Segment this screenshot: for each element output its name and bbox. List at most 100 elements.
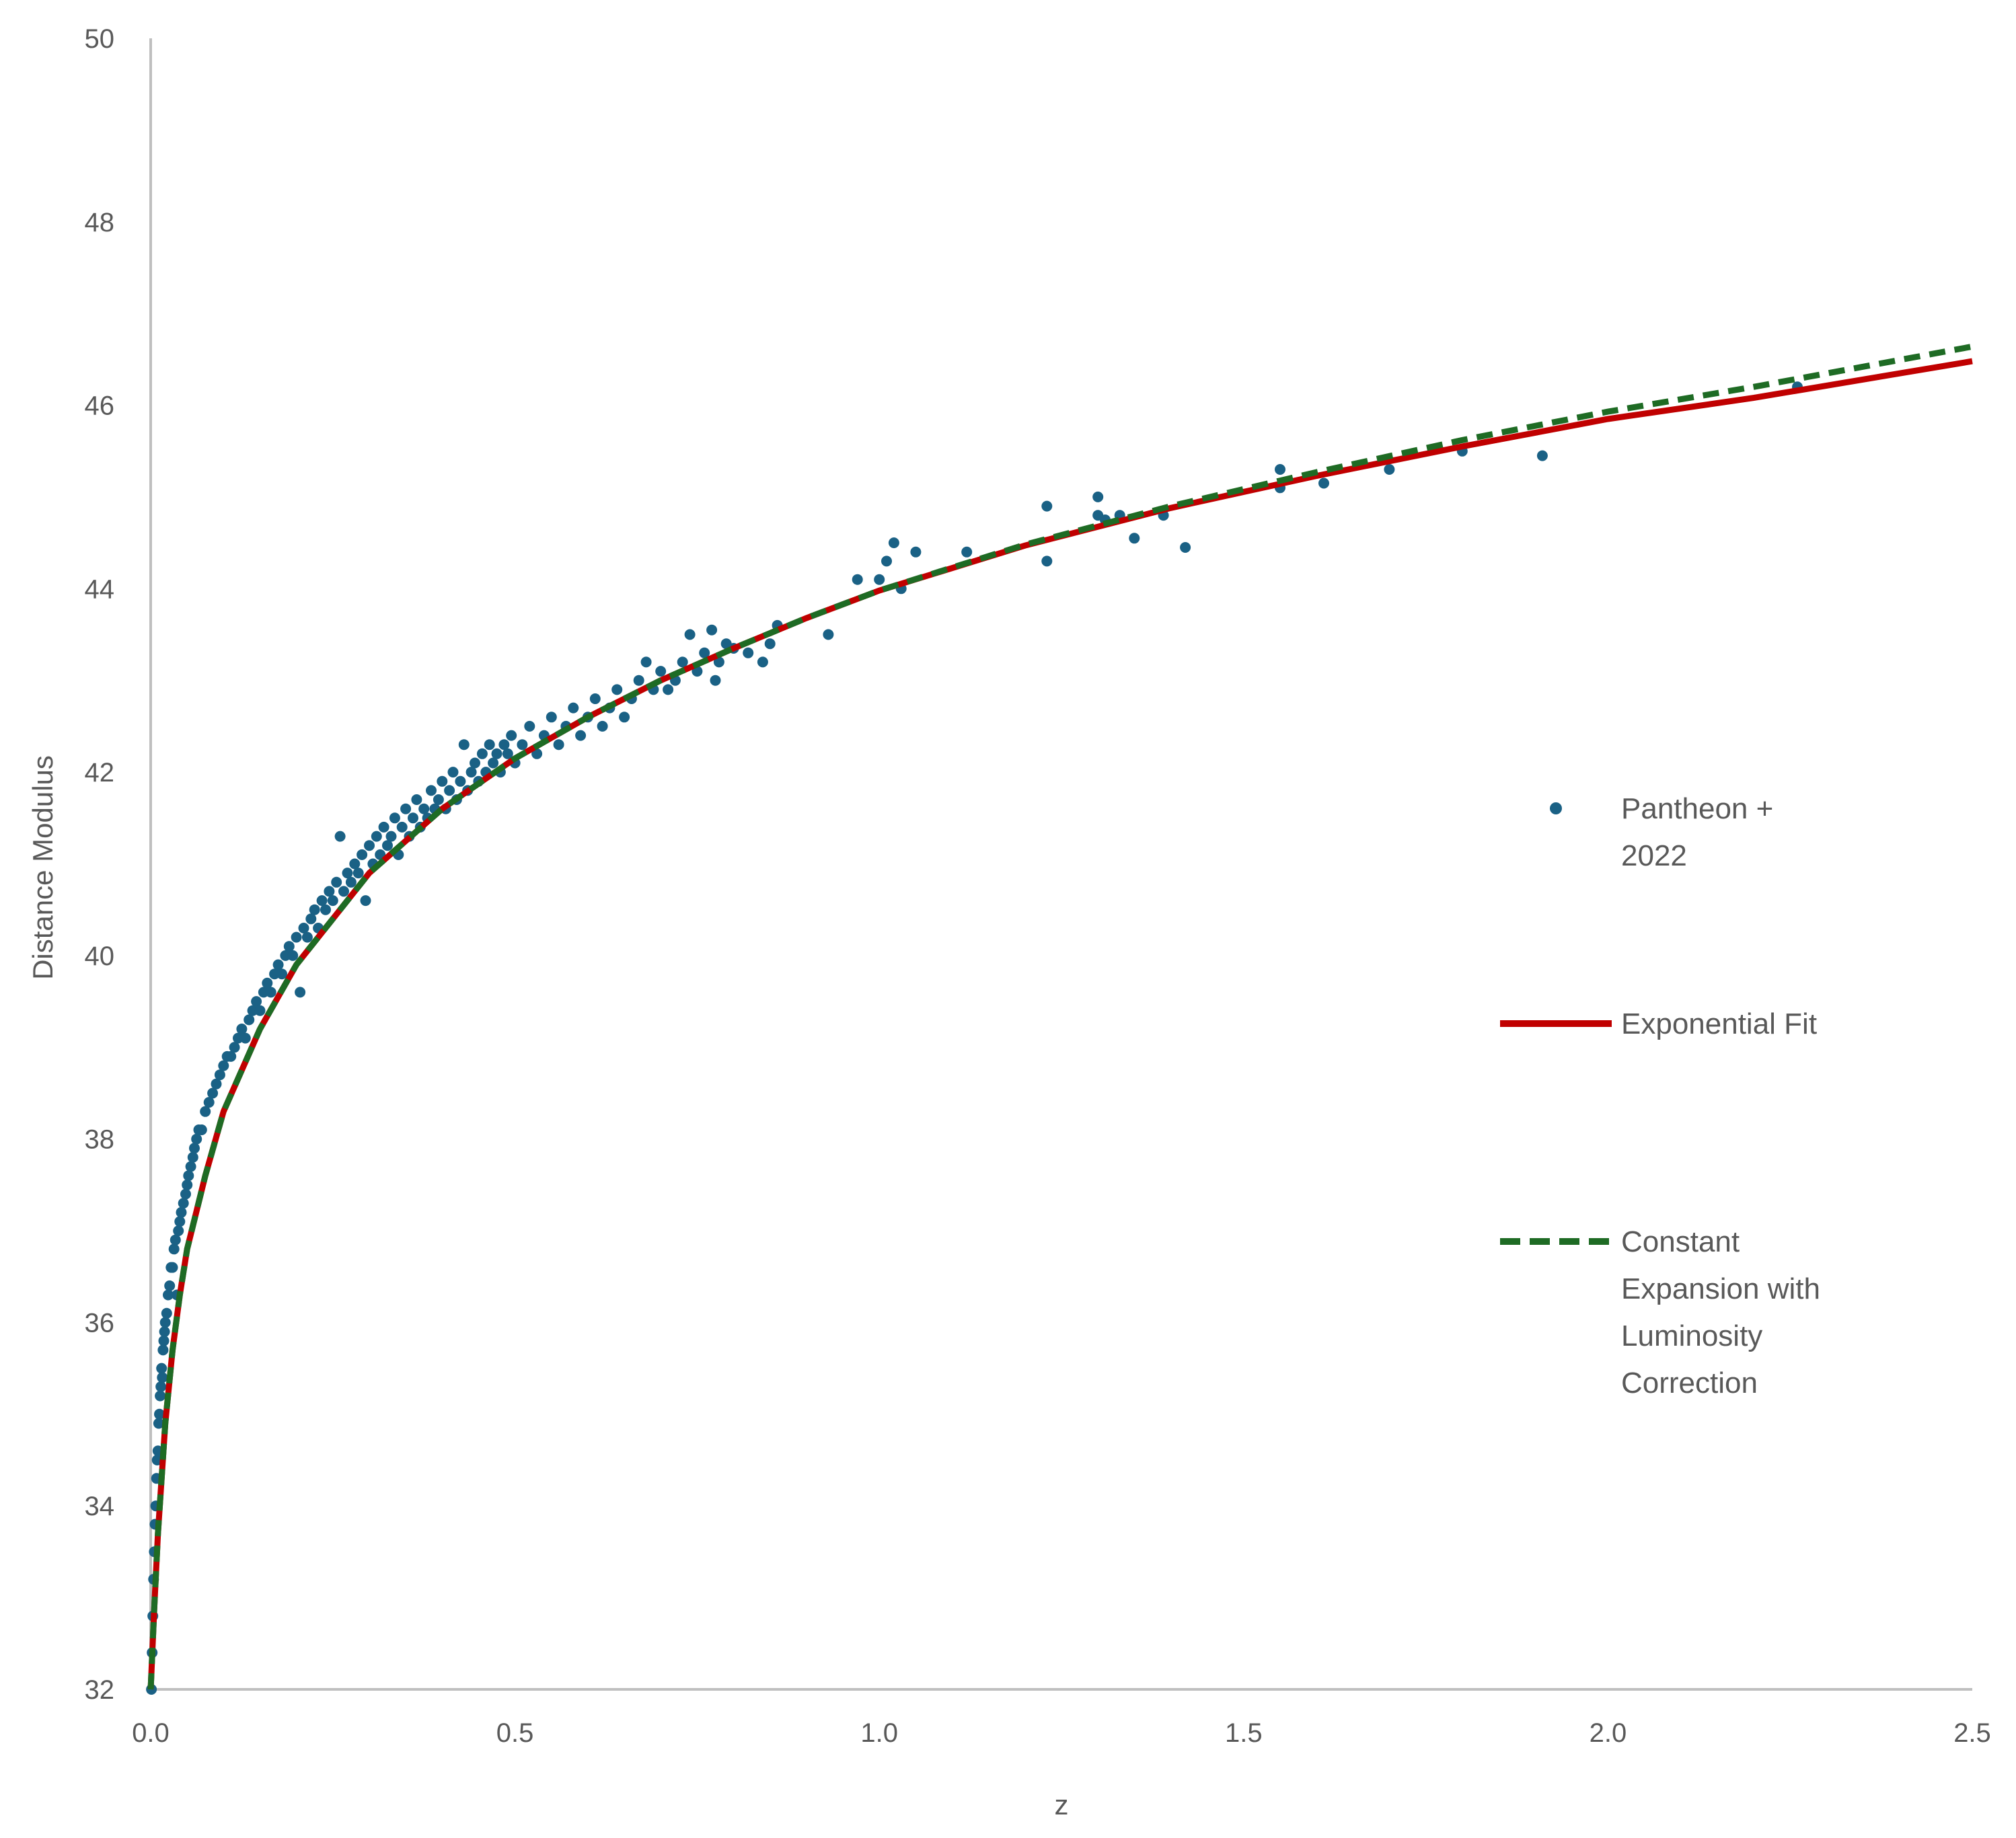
data-point	[633, 675, 644, 686]
data-point	[382, 840, 393, 851]
data-point	[910, 546, 922, 558]
data-point	[225, 1050, 237, 1062]
legend-item: Exponential Fit	[1500, 1007, 1817, 1040]
data-point	[196, 1124, 207, 1135]
data-point	[161, 1307, 172, 1319]
data-point	[517, 739, 528, 751]
data-point	[888, 537, 899, 549]
data-point	[498, 739, 510, 751]
data-point	[488, 757, 499, 769]
data-point	[476, 748, 488, 759]
legend-label: 2022	[1621, 839, 1687, 872]
data-point	[655, 666, 667, 677]
data-point	[349, 858, 361, 870]
data-point	[158, 1335, 170, 1346]
data-point	[1318, 477, 1329, 489]
legend-label: Expansion with	[1621, 1272, 1820, 1305]
data-point	[173, 1225, 184, 1237]
legend-label: Exponential Fit	[1621, 1007, 1817, 1040]
data-point	[589, 693, 601, 704]
data-point	[287, 950, 299, 961]
x-axis-title: z	[1055, 1789, 1069, 1821]
data-point	[338, 886, 349, 897]
data-point	[385, 831, 397, 842]
y-tick-label: 36	[85, 1308, 115, 1338]
data-point	[389, 812, 400, 824]
legend-item: Constant Expansion with Luminosity Correcti…	[1500, 1225, 1820, 1400]
data-point	[396, 821, 408, 833]
data-point	[214, 1069, 225, 1081]
data-point	[316, 895, 328, 907]
data-point	[433, 794, 444, 805]
data-point	[276, 968, 287, 980]
x-tick-label: 2.0	[1590, 1718, 1627, 1748]
y-tick-label: 42	[85, 758, 115, 788]
data-point	[185, 1161, 196, 1172]
data-point	[874, 574, 885, 585]
data-point	[713, 656, 724, 668]
data-point	[619, 712, 630, 723]
data-point	[408, 812, 418, 824]
data-point	[524, 720, 535, 732]
data-point	[706, 624, 718, 636]
data-point	[244, 1014, 255, 1026]
data-point	[1384, 464, 1395, 475]
data-point	[183, 1170, 194, 1182]
data-point	[168, 1243, 180, 1255]
data-point	[677, 656, 688, 668]
data-point	[203, 1097, 215, 1108]
data-point	[301, 931, 313, 943]
data-point	[272, 959, 284, 970]
data-point	[1536, 450, 1548, 461]
data-point	[491, 748, 502, 759]
data-point	[265, 987, 276, 998]
data-point	[200, 1106, 211, 1117]
y-tick-label: 48	[85, 208, 115, 237]
data-point	[757, 656, 768, 668]
data-point	[159, 1326, 170, 1338]
data-point	[331, 876, 342, 888]
data-point	[1041, 556, 1053, 567]
data-point	[159, 1317, 171, 1328]
data-point	[437, 775, 448, 787]
data-point	[154, 1408, 165, 1420]
data-point	[309, 904, 320, 915]
data-point	[176, 1207, 187, 1218]
data-point	[470, 757, 480, 769]
data-point	[334, 831, 346, 842]
data-point	[881, 556, 892, 567]
data-point	[764, 638, 776, 650]
y-tick-label: 38	[85, 1125, 115, 1155]
data-point	[458, 739, 470, 751]
data-point	[178, 1198, 189, 1209]
y-tick-label: 34	[85, 1492, 115, 1521]
data-point	[611, 684, 623, 695]
data-point	[156, 1363, 167, 1374]
data-point	[320, 904, 331, 915]
legend-label: Luminosity	[1621, 1319, 1762, 1352]
data-point	[663, 684, 674, 695]
data-point	[167, 1262, 178, 1273]
data-point	[157, 1344, 169, 1356]
data-point	[251, 996, 262, 1007]
legend-label: Correction	[1621, 1367, 1758, 1400]
data-point	[447, 767, 459, 778]
data-point	[1129, 533, 1140, 544]
legend-item: Pantheon + 2022	[1550, 792, 1773, 872]
data-point	[291, 931, 302, 943]
data-point	[444, 785, 455, 796]
data-point	[298, 923, 309, 933]
legend: Pantheon + 2022 Exponential Fit Constant Exp…	[1500, 792, 1820, 1400]
data-point	[327, 895, 338, 907]
data-point	[218, 1060, 229, 1071]
data-point	[155, 1390, 166, 1402]
data-point	[164, 1280, 176, 1291]
legend-label: Constant	[1621, 1225, 1740, 1258]
data-point	[189, 1143, 200, 1154]
y-tick-label: 44	[85, 574, 115, 604]
data-point	[710, 675, 721, 686]
data-point	[411, 794, 422, 805]
data-point	[283, 941, 295, 952]
data-point	[295, 987, 306, 998]
